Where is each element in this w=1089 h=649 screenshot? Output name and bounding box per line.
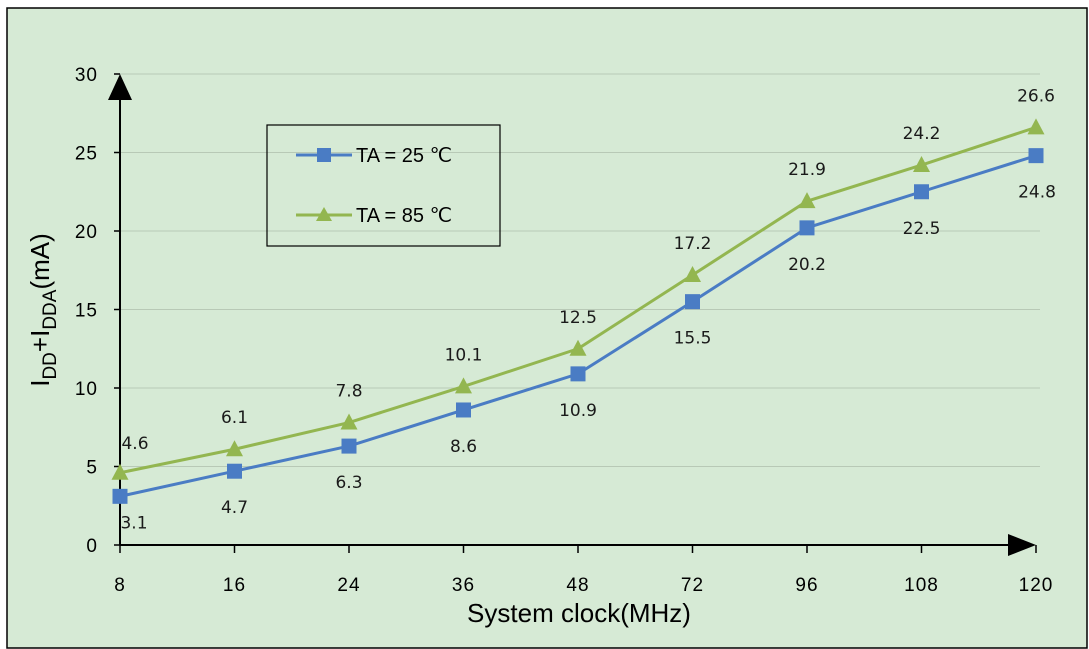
data-label: 24.8 [1018,183,1056,203]
x-tick-label: 108 [904,575,939,596]
data-label: 24.2 [903,124,941,144]
data-labels: 3.1 4.7 6.3 8.6 10.9 15.5 20.2 22.5 24.8 4.6 6.1 7.… [120,86,1055,533]
x-tick-label: 96 [795,575,818,596]
data-label: 12.5 [559,308,597,328]
x-axis-title: System clock(MHz) [467,598,691,628]
data-label: 7.8 [335,382,362,402]
x-tick-label: 48 [566,575,589,596]
y-axis-title-part: (mA) [25,233,55,289]
gridlines [120,73,1040,467]
data-point-triangle [684,265,701,282]
x-tick-label: 36 [452,575,475,596]
y-axis-title: IDD+IDDA(mA) [25,233,61,387]
x-axis-ticks: 8 16 24 36 48 72 96 108 120 [114,545,1054,596]
data-label: 26.6 [1017,86,1055,106]
data-point-square [914,184,929,200]
legend-label-25c: TA = 25 ℃ [356,145,452,167]
x-tick-label: 72 [681,575,704,596]
data-point-triangle [913,156,930,173]
x-tick-label: 120 [1019,575,1054,596]
data-label: 8.6 [450,437,477,457]
series-85c [111,118,1045,480]
data-point-square [341,438,357,454]
data-label: 10.1 [445,345,483,365]
y-tick-label: 25 [75,144,98,165]
legend-triangle-marker [316,207,332,221]
data-point-square [1028,148,1044,164]
data-label: 6.1 [221,408,248,428]
legend-square-marker [317,148,331,162]
y-axis-title-sub: DD [40,352,61,379]
chart-background [6,7,1088,649]
y-tick-label: 0 [86,536,98,557]
data-point-square [799,220,815,236]
data-point-square [570,366,586,382]
data-point-square [227,463,242,479]
series [111,118,1045,504]
y-axis-title-sub: DDA [40,289,61,329]
data-label: 22.5 [903,219,941,239]
data-point-triangle [340,413,358,430]
data-label: 15.5 [674,329,712,349]
y-tick-label: 20 [75,222,98,243]
data-point-triangle [111,463,129,480]
y-axis-title-part: +I [25,330,55,352]
x-tick-label: 16 [223,575,246,596]
data-label: 21.9 [788,160,826,180]
data-label: 10.9 [559,401,597,421]
legend: TA = 25 ℃ TA = 85 ℃ [266,124,501,247]
data-label: 4.7 [221,498,248,518]
x-tick-label: 24 [337,575,360,596]
series-25c [112,148,1044,504]
x-tick-label: 8 [114,575,126,596]
y-axis-arrow [108,74,132,100]
data-point-triangle [798,192,816,209]
data-point-square [112,488,128,504]
data-label: 3.1 [120,513,147,533]
y-tick-label: 10 [75,379,98,400]
legend-label-85c: TA = 85 ℃ [356,205,452,227]
data-point-square [685,294,700,310]
data-label: 6.3 [335,473,362,493]
y-tick-label: 5 [86,458,98,479]
data-point-triangle [569,339,587,356]
legend-item-85c: TA = 85 ℃ [296,205,452,227]
data-label: 20.2 [788,255,826,275]
data-point-triangle [226,440,243,457]
y-tick-label: 15 [75,301,98,322]
data-point-triangle [1027,118,1045,135]
data-point-square [456,402,471,418]
x-axis-arrow [1008,534,1036,556]
data-point-triangle [455,377,472,394]
y-axis-title-part: I [25,380,55,387]
y-axis-ticks: 0 5 10 15 20 25 30 [75,65,120,557]
data-label: 17.2 [674,234,712,254]
legend-item-25c: TA = 25 ℃ [296,145,452,167]
y-tick-label: 30 [75,65,98,86]
legend-box [266,124,501,247]
data-label: 4.6 [121,434,148,454]
